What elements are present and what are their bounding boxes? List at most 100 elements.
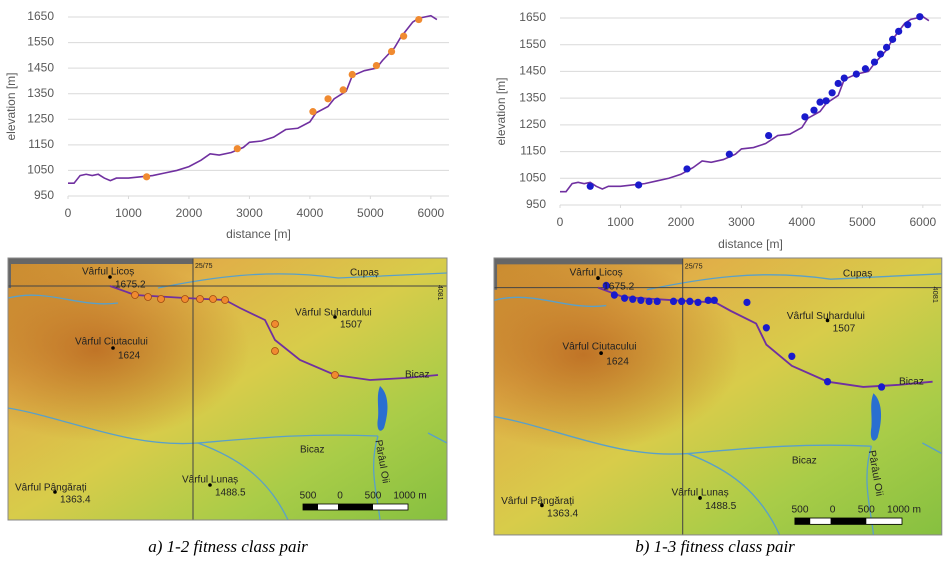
point xyxy=(587,183,594,190)
x-tick-label: 3000 xyxy=(728,215,755,229)
peak-dot xyxy=(596,276,600,280)
point xyxy=(415,16,422,23)
peak-name: Vârful Licoș xyxy=(569,267,622,278)
point xyxy=(871,58,878,65)
x-tick-label: 2000 xyxy=(176,206,203,220)
scale-label: 500 xyxy=(300,491,317,502)
peak-dot xyxy=(599,351,603,355)
chart: 950 1050 1150 1250 1350 1450 1550 1650 0 1000 2000… xyxy=(4,9,449,241)
point xyxy=(349,71,356,78)
river-label: Bicaz xyxy=(405,370,429,381)
y-tick-label: 1650 xyxy=(27,9,54,23)
point xyxy=(904,21,911,28)
grid-label: 4081 xyxy=(436,285,443,301)
figure: Vârful Licoș1675.2Vârful Suhardului1507V… xyxy=(0,0,944,565)
point xyxy=(309,108,316,115)
peak-dot xyxy=(826,318,830,322)
peak-elevation: 1507 xyxy=(833,323,856,334)
elevation-line xyxy=(68,16,437,183)
y-tick-label: 1050 xyxy=(519,170,546,184)
y-tick-label: 1350 xyxy=(519,90,546,104)
peak-name: Vârful Licoș xyxy=(82,267,134,278)
y-tick-label: 1550 xyxy=(27,35,54,49)
x-tick-label: 4000 xyxy=(789,215,816,229)
point xyxy=(853,71,860,78)
x-tick-label: 5000 xyxy=(849,215,876,229)
y-tick-label: 950 xyxy=(34,188,54,202)
y-tick-label: 1350 xyxy=(27,86,54,100)
y-tick-label: 1150 xyxy=(520,144,546,158)
y-tick-label: 1050 xyxy=(27,163,54,177)
grid-label: 25/75 xyxy=(195,263,213,270)
x-tick-label: 1000 xyxy=(607,215,634,229)
point xyxy=(324,95,331,102)
point xyxy=(895,28,902,35)
point xyxy=(829,89,836,96)
x-axis-label: distance [m] xyxy=(718,237,783,251)
y-tick-label: 950 xyxy=(526,197,546,211)
point xyxy=(143,173,150,180)
peak-name: Vârful Ciutacului xyxy=(562,341,636,352)
point xyxy=(340,86,347,93)
peak-dot xyxy=(53,490,57,494)
x-tick-label: 5000 xyxy=(357,206,384,220)
x-tick-label: 1000 xyxy=(115,206,142,220)
point xyxy=(816,99,823,106)
caption: b) 1-3 fitness class pair xyxy=(635,537,795,556)
x-tick-label: 0 xyxy=(65,206,72,220)
peak-elevation: 1363.4 xyxy=(547,508,578,519)
y-tick-label: 1150 xyxy=(28,137,54,151)
peak-dot xyxy=(540,503,544,507)
point xyxy=(883,44,890,51)
point xyxy=(822,97,829,104)
point xyxy=(726,151,733,158)
peak-name: Vârful Pângărați xyxy=(15,483,87,494)
x-tick-label: 3000 xyxy=(236,206,263,220)
point xyxy=(835,80,842,87)
grid-label: 25/75 xyxy=(685,261,703,270)
point xyxy=(862,65,869,72)
peak-dot xyxy=(111,346,115,350)
point xyxy=(889,36,896,43)
caption: a) 1-2 fitness class pair xyxy=(148,537,308,556)
scale-label: 500 xyxy=(365,491,382,502)
peak-dot xyxy=(108,275,112,279)
peak-dot xyxy=(333,315,337,319)
scale-label: 0 xyxy=(337,491,343,502)
y-tick-label: 1450 xyxy=(27,60,54,74)
y-axis-label: elevation [m] xyxy=(494,77,508,145)
point xyxy=(234,145,241,152)
y-axis-label: elevation [m] xyxy=(4,72,18,140)
peak-name: Vârful Ciutacului xyxy=(75,337,148,348)
scale-label: 1000 m xyxy=(887,504,921,515)
x-tick-label: 4000 xyxy=(297,206,324,220)
chart: 9501050115012501350145015501650010002000… xyxy=(494,10,941,251)
peak-elevation: 1624 xyxy=(606,356,629,367)
scale-label: 500 xyxy=(791,504,808,515)
peak-elevation: 1624 xyxy=(118,351,141,362)
point xyxy=(683,165,690,172)
peak-elevation: 1675.2 xyxy=(115,280,146,291)
point xyxy=(635,181,642,188)
peak-elevation: 1488.5 xyxy=(705,501,736,512)
x-tick-label: 6000 xyxy=(418,206,445,220)
y-tick-label: 1650 xyxy=(519,10,546,24)
point xyxy=(373,62,380,69)
point xyxy=(877,50,884,57)
river-label: Bicaz xyxy=(899,376,924,387)
peak-dot xyxy=(208,483,212,487)
peak-name: Vârful Pângărați xyxy=(501,496,574,507)
x-tick-label: 2000 xyxy=(668,215,695,229)
river-label: Cupaș xyxy=(350,268,379,279)
scale-label: 1000 m xyxy=(393,491,426,502)
y-tick-label: 1250 xyxy=(27,111,54,125)
river-label: Bicaz xyxy=(300,445,324,456)
point xyxy=(388,48,395,55)
point xyxy=(801,113,808,120)
river-label: Bicaz xyxy=(792,456,817,467)
elevation-line xyxy=(560,17,929,192)
point xyxy=(765,132,772,139)
scale-label: 500 xyxy=(858,504,875,515)
